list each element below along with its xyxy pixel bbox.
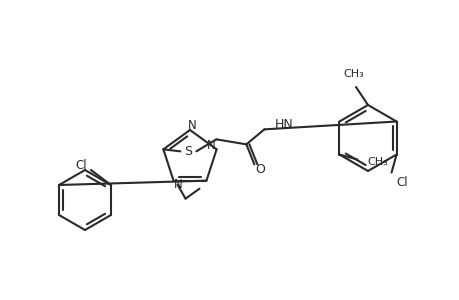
Text: N: N: [207, 139, 216, 152]
Text: S: S: [184, 145, 192, 158]
Text: N: N: [187, 118, 196, 131]
Text: Cl: Cl: [75, 158, 87, 172]
Text: CH₃: CH₃: [343, 69, 364, 79]
Text: HN: HN: [274, 118, 292, 131]
Text: N: N: [174, 178, 183, 191]
Text: Cl: Cl: [396, 176, 407, 189]
Text: O: O: [255, 163, 265, 176]
Text: CH₃: CH₃: [367, 157, 387, 166]
